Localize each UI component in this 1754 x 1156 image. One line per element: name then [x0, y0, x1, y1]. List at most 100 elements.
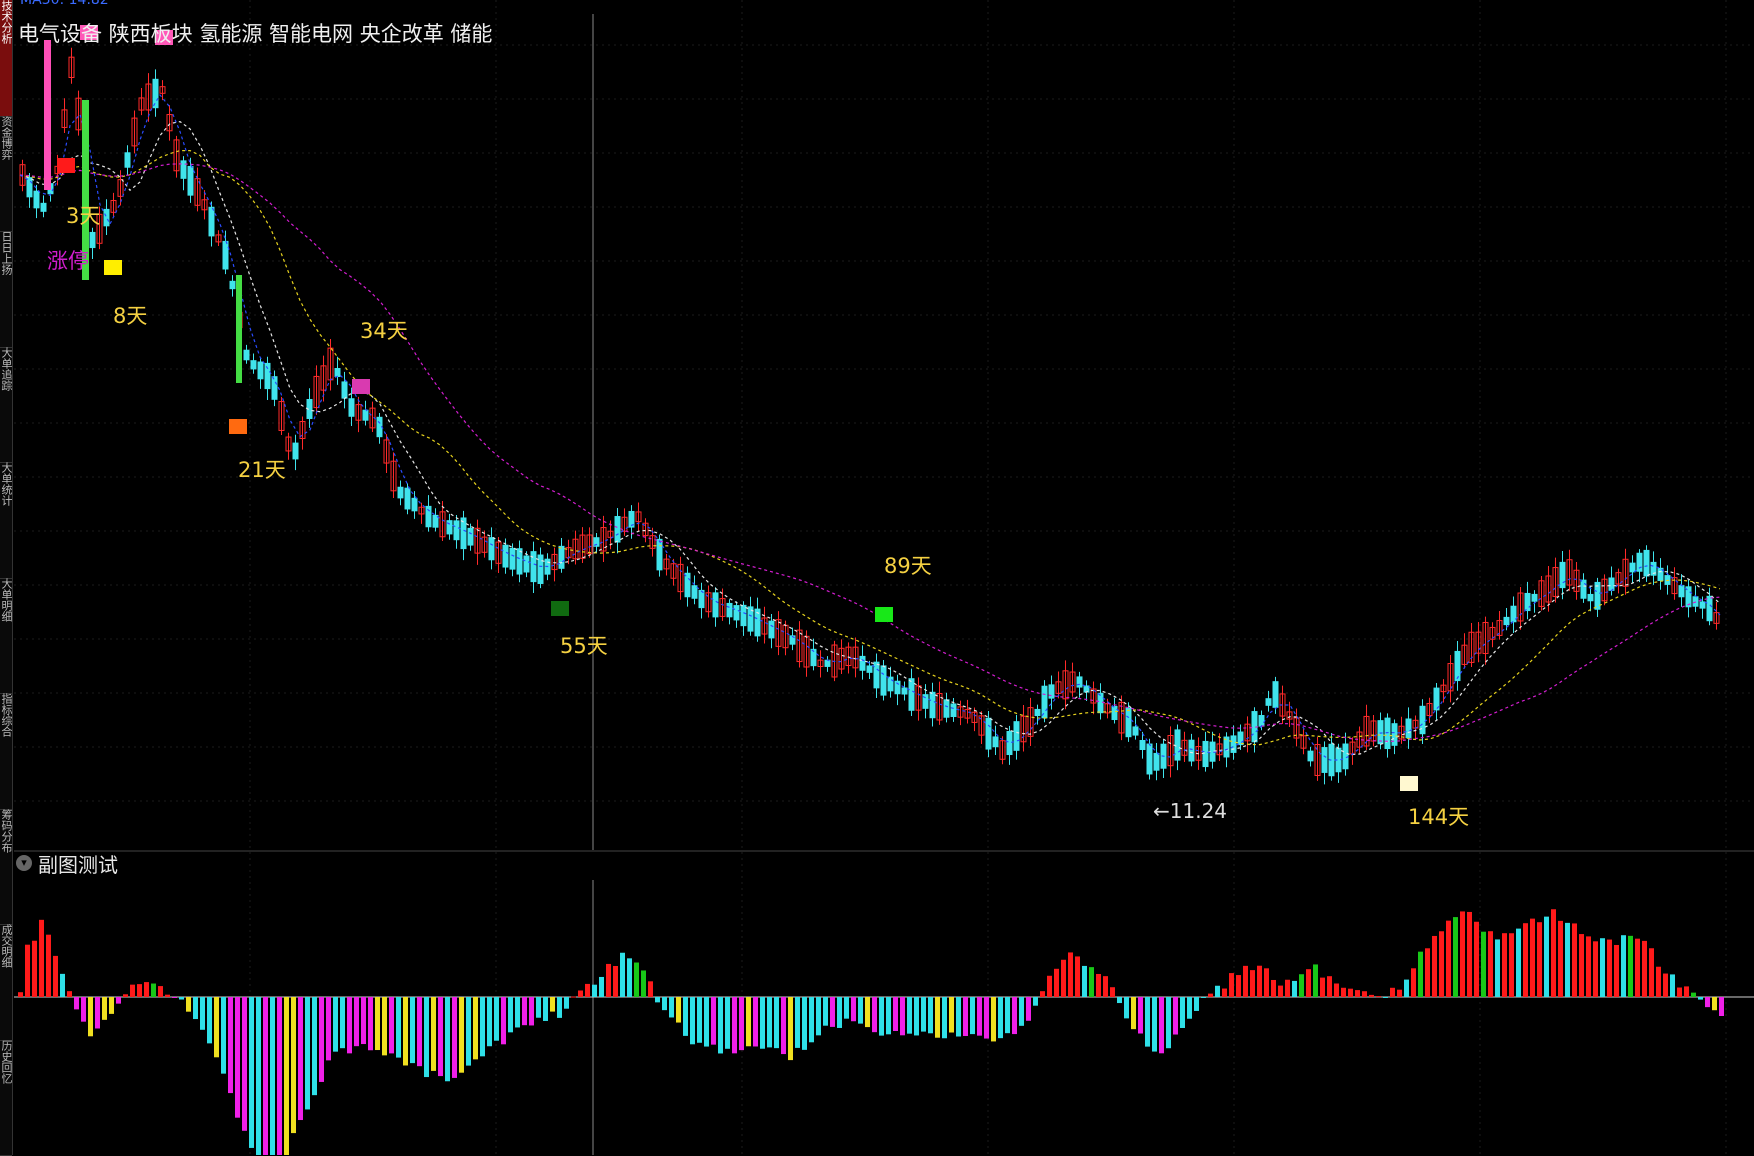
histogram-bar	[1551, 909, 1556, 997]
histogram-bar	[102, 997, 107, 1020]
candlestick	[524, 556, 529, 572]
candlestick	[909, 679, 914, 711]
histogram-bar	[389, 997, 394, 1053]
histogram-bar	[634, 963, 639, 997]
histogram-bar	[767, 997, 772, 1047]
histogram-bar	[858, 997, 863, 1024]
candlestick	[1175, 730, 1180, 760]
candlestick	[1455, 651, 1460, 680]
candlestick	[27, 178, 32, 197]
histogram-bar	[1565, 923, 1570, 997]
candlestick	[1259, 716, 1264, 727]
histogram-bar	[655, 997, 660, 1002]
sub-chart-header[interactable]: ▾ 副图测试	[16, 851, 118, 875]
histogram-bar	[81, 997, 86, 1022]
side-tab-6[interactable]: 指标综合	[0, 693, 12, 810]
histogram-bar	[977, 997, 982, 1036]
histogram-bar	[1649, 948, 1654, 997]
signal-marker	[1400, 776, 1418, 791]
histogram-bar	[648, 981, 653, 997]
histogram-bar	[1271, 980, 1276, 997]
candlestick	[503, 545, 508, 567]
candlestick	[1378, 721, 1383, 744]
side-tab-1[interactable]: 资金博弈	[0, 116, 12, 233]
candlestick	[727, 603, 732, 616]
histogram-bar	[641, 970, 646, 997]
histogram-bar	[711, 997, 716, 1045]
histogram-bar	[1187, 997, 1192, 1019]
candlestick	[1609, 578, 1614, 590]
histogram-bar	[25, 945, 30, 997]
candlestick	[244, 350, 249, 360]
histogram-bar	[207, 997, 212, 1043]
histogram-bar	[249, 997, 254, 1148]
candlestick	[1014, 722, 1019, 751]
histogram-bar	[781, 997, 786, 1054]
candlestick	[944, 700, 949, 717]
histogram-bar	[1670, 974, 1675, 997]
signal-marker	[551, 601, 569, 616]
side-tab-8[interactable]: 成交明细	[0, 924, 12, 1041]
histogram-bar	[256, 997, 261, 1155]
histogram-bar	[1005, 997, 1010, 1033]
candlestick	[342, 382, 347, 398]
histogram-bar	[613, 966, 618, 997]
histogram-bar	[1082, 966, 1087, 997]
histogram-bar	[1061, 960, 1066, 997]
histogram-bar	[550, 997, 555, 1012]
histogram-bar	[683, 997, 688, 1036]
histogram-bar	[1089, 967, 1094, 997]
histogram-bar	[865, 997, 870, 1027]
histogram-bar	[1558, 921, 1563, 997]
side-tab-9[interactable]: 历史回忆	[0, 1040, 12, 1156]
histogram-bar	[928, 997, 933, 1033]
histogram-bar	[501, 997, 506, 1044]
histogram-bar	[1250, 970, 1255, 997]
candlestick	[1154, 753, 1159, 770]
side-tab-7[interactable]: 筹码分布	[0, 809, 12, 926]
candlestick	[405, 488, 410, 509]
candlestick	[1224, 737, 1229, 757]
histogram-bar	[1530, 919, 1535, 997]
histogram-bar	[1243, 966, 1248, 997]
histogram-bar	[564, 997, 569, 1009]
histogram-bar	[1054, 969, 1059, 997]
histogram-bar	[1068, 952, 1073, 997]
candlestick	[1077, 677, 1082, 687]
histogram-bar	[1355, 990, 1360, 997]
histogram-bar	[354, 997, 359, 1046]
histogram-bar	[529, 997, 534, 1025]
side-tab-5[interactable]: 大单明细	[0, 578, 12, 695]
candlestick	[1308, 751, 1313, 761]
candlestick	[468, 528, 473, 545]
histogram-bar	[585, 984, 590, 997]
histogram-bar	[277, 997, 282, 1155]
collapse-icon[interactable]: ▾	[16, 855, 32, 871]
side-tab-4[interactable]: 大单统计	[0, 462, 12, 579]
histogram-bar	[312, 997, 317, 1095]
histogram-bar	[1285, 980, 1290, 997]
histogram-bar	[557, 997, 562, 1018]
histogram-bar	[270, 997, 275, 1155]
histogram-bar	[627, 958, 632, 997]
signal-marker	[352, 379, 370, 394]
histogram-bar	[396, 997, 401, 1058]
histogram-bar	[487, 997, 492, 1046]
histogram-bar	[830, 997, 835, 1027]
side-tab-2[interactable]: 日日上扬	[0, 231, 12, 348]
histogram-bar	[1656, 967, 1661, 997]
histogram-bar	[459, 997, 464, 1073]
candlestick	[825, 660, 830, 666]
histogram-bar	[1075, 956, 1080, 997]
histogram-bar	[1600, 938, 1605, 997]
histogram-bar	[1579, 934, 1584, 997]
histogram-bar	[1572, 923, 1577, 997]
histogram-bar	[1334, 983, 1339, 997]
side-tab-0[interactable]: 技术分析	[0, 0, 12, 117]
histogram-bar	[1215, 986, 1220, 997]
side-tab-3[interactable]: 大单追踪	[0, 347, 12, 464]
candlestick	[1504, 617, 1509, 624]
histogram-bar	[137, 984, 142, 997]
histogram-bar	[1495, 939, 1500, 997]
histogram-bar	[809, 997, 814, 1042]
